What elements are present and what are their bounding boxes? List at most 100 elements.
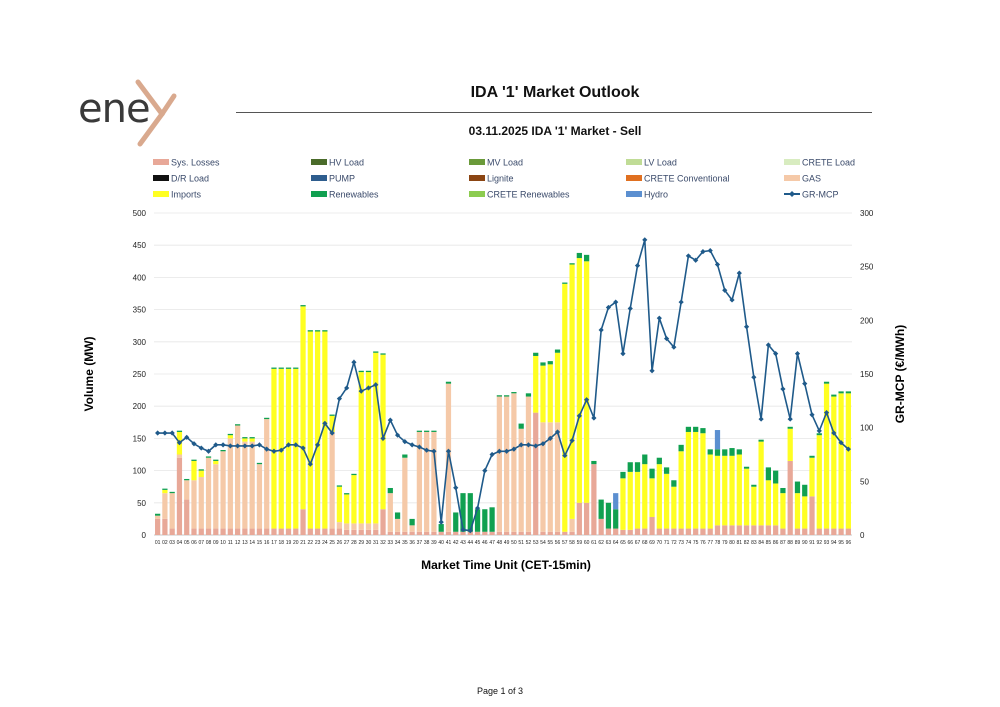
x-tick-label: 74 [686, 540, 692, 546]
bar-renewables [300, 305, 306, 307]
bar-sys-losses [467, 531, 473, 535]
bar-imports [700, 433, 706, 529]
bar-sys-losses [547, 531, 553, 535]
gr-mcp-point [649, 368, 655, 374]
gr-mcp-point [823, 410, 830, 416]
x-tick-label: 91 [809, 540, 815, 546]
legend-swatch-renewables [311, 191, 327, 197]
gr-mcp-point [511, 446, 517, 452]
bar-imports [358, 372, 364, 524]
gr-mcp-point [402, 439, 408, 445]
bar-renewables [482, 509, 488, 532]
bar-renewables [547, 361, 553, 365]
bar-imports [293, 368, 299, 529]
bar-sys-losses [474, 531, 481, 535]
bar-renewables [344, 493, 350, 495]
bar-sys-losses [336, 528, 343, 535]
bar-renewables [743, 466, 750, 469]
bar-gas [227, 438, 233, 529]
legend-swatch-hv-load [311, 159, 327, 165]
gr-mcp-point [671, 344, 677, 350]
bar-gas [234, 425, 241, 529]
x-tick-label: 39 [431, 540, 437, 546]
y-tick-label: 450 [133, 241, 147, 250]
bar-sys-losses [569, 531, 575, 535]
gr-mcp-point [155, 430, 161, 436]
gr-mcp-point [765, 342, 771, 348]
bar-gas [387, 493, 393, 532]
x-tick-label: 93 [824, 540, 830, 546]
bar-renewables [453, 512, 459, 532]
bar-renewables [722, 449, 728, 456]
bar-imports [816, 435, 822, 529]
y2-tick-label: 200 [860, 316, 874, 325]
x-tick-label: 65 [620, 540, 626, 546]
bar-sys-losses [293, 528, 299, 535]
gr-mcp-point [380, 435, 386, 441]
x-tick-label: 14 [249, 540, 255, 546]
bar-imports [583, 261, 590, 503]
y-tick-label: 350 [133, 306, 147, 315]
bar-renewables [809, 455, 815, 458]
x-tick-label: 96 [846, 540, 852, 546]
bar-renewables [169, 491, 175, 494]
bar-renewables [831, 394, 837, 397]
legend-label: MV Load [487, 158, 523, 168]
x-tick-label: 38 [424, 540, 430, 546]
bar-imports [314, 331, 321, 529]
gr-mcp-point [293, 442, 299, 448]
x-tick-label: 87 [780, 540, 786, 546]
bar-renewables [504, 395, 510, 397]
legend-label: Hydro [644, 190, 668, 200]
x-tick-label: 88 [787, 540, 793, 546]
y-tick-label: 200 [133, 402, 147, 411]
gr-mcp-point [438, 519, 444, 525]
bar-renewables [307, 330, 313, 332]
legend-label: Sys. Losses [171, 158, 220, 168]
bar-renewables [264, 417, 270, 420]
enex-logo: ene [78, 78, 188, 148]
bar-renewables [220, 449, 226, 452]
x-tick-label: 57 [562, 540, 568, 546]
bar-imports [714, 455, 721, 526]
x-tick-label: 73 [678, 540, 684, 546]
x-tick-label: 58 [569, 540, 575, 546]
gr-mcp-point [162, 430, 168, 436]
bar-renewables [394, 512, 401, 519]
x-tick-label: 43 [460, 540, 466, 546]
x-tick-label: 92 [817, 540, 823, 546]
gr-mcp-point [235, 443, 241, 449]
x-tick-label: 84 [758, 540, 764, 546]
bar-sys-losses [373, 529, 379, 535]
bar-renewables [693, 426, 699, 432]
x-tick-label: 08 [206, 540, 212, 546]
bar-renewables [649, 468, 655, 479]
bar-sys-losses [365, 529, 372, 535]
bar-gas [569, 518, 575, 532]
x-tick-label: 35 [402, 540, 408, 546]
bar-imports [198, 470, 204, 478]
bar-renewables [823, 381, 830, 384]
legend-label: Lignite [487, 174, 514, 184]
gr-mcp-point [751, 374, 757, 380]
legend-swatch-sys-losses [153, 159, 169, 165]
x-tick-label: 76 [700, 540, 706, 546]
bar-gas [554, 422, 561, 532]
x-tick-label: 48 [497, 540, 503, 546]
bar-sys-losses [685, 528, 692, 535]
bar-gas [540, 422, 546, 532]
gr-mcp-point [620, 351, 626, 357]
bar-renewables [162, 488, 168, 490]
bar-renewables [758, 439, 764, 442]
bar-sys-losses [227, 528, 233, 535]
bar-gas [373, 523, 379, 530]
bar-sys-losses [511, 531, 517, 535]
bar-imports [191, 460, 197, 481]
x-tick-label: 12 [235, 540, 241, 546]
legend-label: HV Load [329, 158, 364, 168]
bar-sys-losses [184, 499, 190, 535]
x-tick-label: 26 [337, 540, 343, 546]
bar-sys-losses [751, 525, 757, 535]
bar-renewables [678, 444, 684, 452]
bar-sys-losses [409, 531, 415, 535]
